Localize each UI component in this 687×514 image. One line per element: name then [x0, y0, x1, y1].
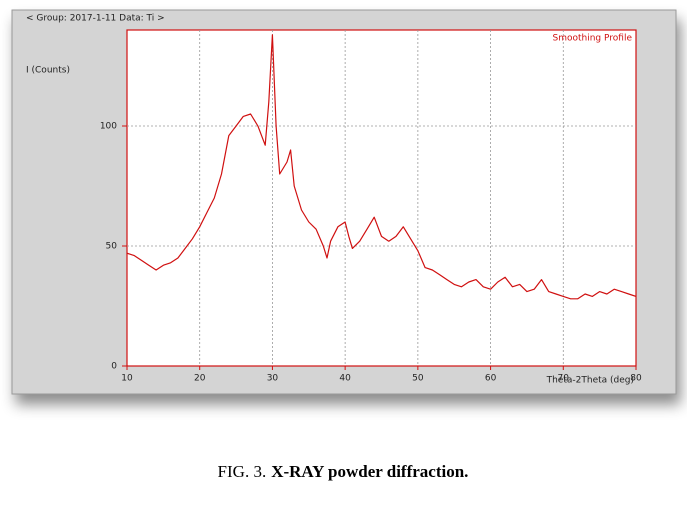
x-tick-label: 50: [412, 374, 424, 384]
plot-area: [126, 29, 637, 367]
caption-label: FIG. 3.: [218, 462, 267, 481]
x-tick-label: 30: [267, 374, 279, 384]
header: < Group: 2017-1-11 Data: Ti >: [26, 14, 165, 24]
y-tick-label: 0: [111, 362, 117, 372]
caption: FIG. 3. X-RAY powder diffraction.: [218, 462, 469, 481]
x-tick-label: 60: [485, 374, 497, 384]
x-tick-label: 10: [121, 374, 133, 384]
y-axis-label: I (Counts): [26, 66, 70, 76]
y-tick-label: 100: [100, 122, 117, 132]
x-tick-label: 20: [194, 374, 206, 384]
x-tick-label: 70: [558, 374, 570, 384]
y-tick-label: 50: [106, 242, 118, 252]
x-tick-label: 80: [630, 374, 642, 384]
legend-entry: Smoothing Profile: [553, 34, 633, 44]
data-line: [126, 34, 637, 300]
x-tick-label: 40: [339, 374, 351, 384]
caption-text: X-RAY powder diffraction.: [271, 462, 468, 481]
x-axis-label: Theta-2Theta (deg): [546, 376, 634, 386]
